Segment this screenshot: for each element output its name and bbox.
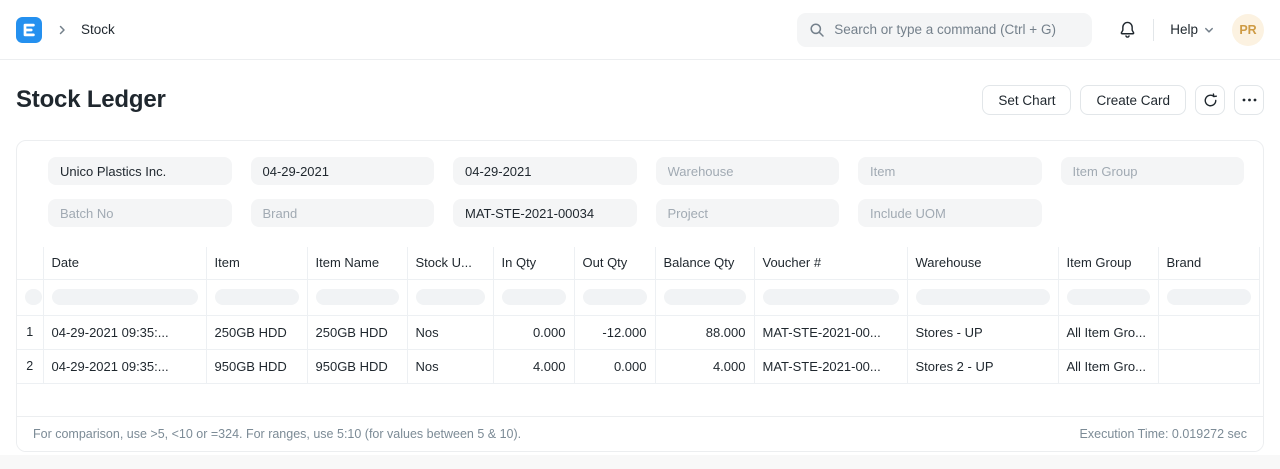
include-uom-filter[interactable] [858, 199, 1042, 227]
menu-button[interactable] [1234, 85, 1264, 115]
header-select-column [17, 247, 44, 280]
to-date-filter[interactable] [453, 157, 637, 185]
refresh-button[interactable] [1195, 85, 1225, 115]
column-filter-input[interactable] [501, 289, 566, 305]
set-chart-button[interactable]: Set Chart [982, 85, 1072, 115]
column-filter-input[interactable] [1066, 289, 1150, 305]
cell-voucher[interactable]: MAT-STE-2021-00... [754, 315, 908, 350]
header-out-qty[interactable]: Out Qty [574, 247, 656, 280]
chevron-down-icon [1204, 25, 1214, 35]
cell-stock-uom[interactable]: Nos [407, 349, 494, 384]
table-filter-row [17, 279, 1260, 316]
global-search[interactable] [797, 12, 1093, 47]
breadcrumb: Stock [57, 22, 115, 37]
from-date-filter[interactable] [250, 157, 434, 185]
bell-icon [1118, 20, 1137, 39]
item-filter[interactable] [858, 157, 1042, 185]
brand-filter[interactable] [250, 199, 434, 227]
column-filter-input[interactable] [214, 289, 299, 305]
cell-in-qty[interactable]: 0.000 [493, 315, 575, 350]
cell-voucher[interactable]: MAT-STE-2021-00... [754, 349, 908, 384]
cell-warehouse[interactable]: Stores - UP [907, 315, 1059, 350]
cell-in-qty[interactable]: 4.000 [493, 349, 575, 384]
cell-stock-uom[interactable]: Nos [407, 315, 494, 350]
chevron-right-icon [57, 25, 67, 35]
warehouse-filter[interactable] [655, 157, 839, 185]
navbar-divider [1153, 18, 1155, 41]
column-filter-input[interactable] [915, 289, 1050, 305]
cell-date[interactable]: 04-29-2021 09:35:... [43, 315, 207, 350]
search-icon [809, 22, 825, 38]
project-filter[interactable] [655, 199, 839, 227]
cell-item-group[interactable]: All Item Gro... [1058, 349, 1159, 384]
item-group-filter[interactable] [1060, 157, 1244, 185]
table-row: 1 04-29-2021 09:35:... 250GB HDD 250GB H… [17, 315, 1260, 350]
cell-out-qty[interactable]: -12.000 [574, 315, 656, 350]
table-header-row: Date Item Item Name Stock U... In Qty Ou… [17, 247, 1260, 280]
stock-ledger-table: Date Item Item Name Stock U... In Qty Ou… [17, 247, 1260, 384]
report-footer: For comparison, use >5, <10 or =324. For… [17, 416, 1263, 451]
cell-brand[interactable] [1158, 315, 1260, 350]
column-filter-input[interactable] [663, 289, 746, 305]
help-dropdown[interactable]: Help [1168, 18, 1216, 41]
cell-balance-qty[interactable]: 88.000 [655, 315, 755, 350]
header-item[interactable]: Item [206, 247, 308, 280]
help-label: Help [1170, 22, 1198, 37]
cell-balance-qty[interactable]: 4.000 [655, 349, 755, 384]
cell-date[interactable]: 04-29-2021 09:35:... [43, 349, 207, 384]
cell-item[interactable]: 250GB HDD [206, 315, 308, 350]
cell-item[interactable]: 950GB HDD [206, 349, 308, 384]
header-brand[interactable]: Brand [1158, 247, 1260, 280]
voucher-no-filter[interactable] [453, 199, 637, 227]
header-item-group[interactable]: Item Group [1058, 247, 1159, 280]
column-filter-input[interactable] [582, 289, 647, 305]
report-filters [17, 141, 1263, 247]
filter-hint-text: For comparison, use >5, <10 or =324. For… [33, 427, 522, 441]
column-filter-input[interactable] [25, 289, 42, 305]
header-item-name[interactable]: Item Name [307, 247, 408, 280]
cell-warehouse[interactable]: Stores 2 - UP [907, 349, 1059, 384]
page-header: Stock Ledger Set Chart Create Card [0, 60, 1280, 140]
notifications-button[interactable] [1118, 20, 1137, 39]
batch-no-filter[interactable] [48, 199, 232, 227]
header-warehouse[interactable]: Warehouse [907, 247, 1059, 280]
company-filter[interactable] [48, 157, 232, 185]
column-filter-input[interactable] [51, 289, 198, 305]
cell-brand[interactable] [1158, 349, 1260, 384]
page-title: Stock Ledger [16, 86, 166, 113]
header-stock-uom[interactable]: Stock U... [407, 247, 494, 280]
app-logo-button[interactable] [16, 16, 42, 43]
cell-item-name[interactable]: 250GB HDD [307, 315, 408, 350]
header-date[interactable]: Date [43, 247, 207, 280]
header-balance-qty[interactable]: Balance Qty [655, 247, 755, 280]
top-navbar: Stock Help [0, 0, 1280, 60]
cell-item-group[interactable]: All Item Gro... [1058, 315, 1159, 350]
header-voucher[interactable]: Voucher # [754, 247, 908, 280]
cell-out-qty[interactable]: 0.000 [574, 349, 656, 384]
column-filter-input[interactable] [1166, 289, 1251, 305]
report-card: Date Item Item Name Stock U... In Qty Ou… [16, 140, 1264, 452]
breadcrumb-stock-link[interactable]: Stock [81, 22, 115, 37]
search-input[interactable] [834, 22, 1081, 37]
table-row: 2 04-29-2021 09:35:... 950GB HDD 950GB H… [17, 349, 1260, 384]
user-avatar[interactable]: PR [1232, 13, 1264, 46]
erpnext-logo-icon [16, 16, 42, 43]
table-empty-area [17, 384, 1263, 417]
column-filter-input[interactable] [415, 289, 485, 305]
column-filter-input[interactable] [315, 289, 399, 305]
create-card-button[interactable]: Create Card [1080, 85, 1186, 115]
execution-time: Execution Time: 0.019272 sec [1079, 427, 1247, 441]
row-number[interactable]: 2 [17, 349, 44, 384]
column-filter-input[interactable] [762, 289, 899, 305]
refresh-icon [1203, 92, 1218, 108]
ellipsis-icon [1242, 98, 1257, 102]
row-number[interactable]: 1 [17, 315, 44, 350]
header-in-qty[interactable]: In Qty [493, 247, 575, 280]
cell-item-name[interactable]: 950GB HDD [307, 349, 408, 384]
page-background [0, 455, 1280, 469]
